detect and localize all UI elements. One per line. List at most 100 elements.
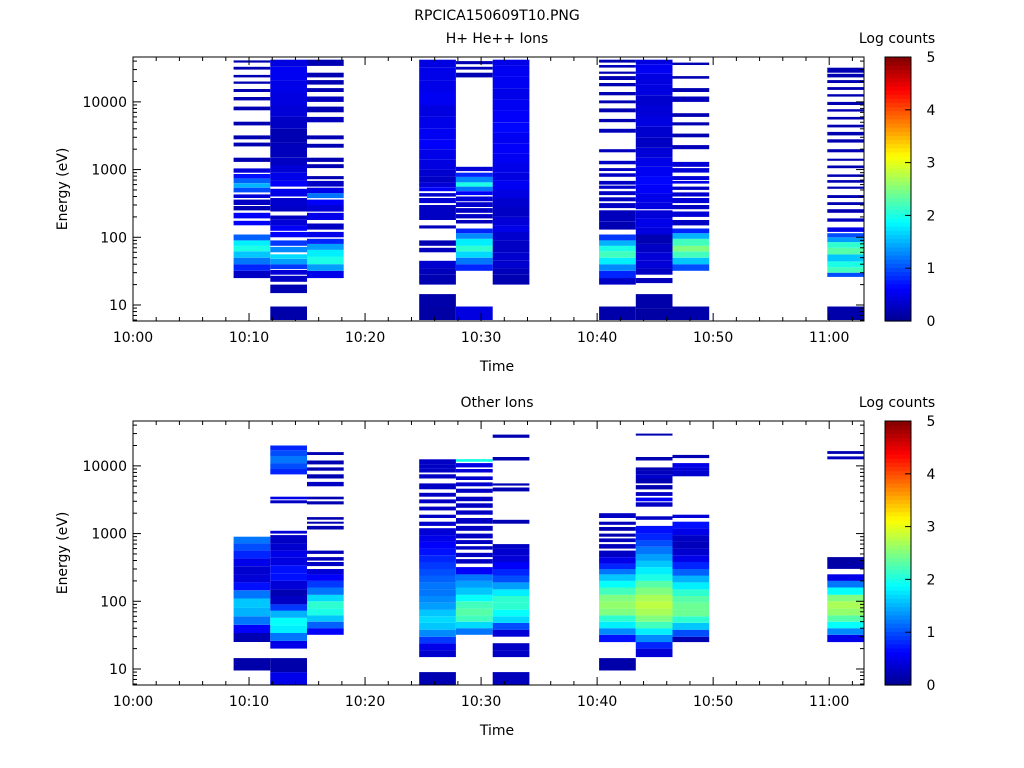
- colorbar-tick-label: 0: [927, 314, 936, 330]
- heatmap-cell: [492, 122, 530, 133]
- heatmap-cell: [827, 628, 864, 635]
- heatmap-cell: [307, 231, 344, 238]
- colorbar-segment: [885, 267, 911, 273]
- heatmap-cell: [419, 128, 456, 140]
- heatmap-cell: [492, 555, 530, 563]
- y-tick-label: 1000: [91, 527, 127, 543]
- heatmap-cell: [307, 501, 344, 505]
- heatmap-cell: [672, 205, 710, 210]
- colorbar-segment: [885, 454, 911, 459]
- heatmap-cell: [635, 243, 673, 253]
- heatmap-cell: [456, 72, 493, 78]
- heatmap-cell: [492, 198, 530, 207]
- heatmap-cell: [456, 518, 493, 524]
- heatmap-cell: [672, 306, 710, 320]
- heatmap-cell: [233, 598, 271, 608]
- colorbar-segment: [885, 213, 911, 219]
- heatmap-cell: [672, 122, 710, 126]
- heatmap-cell: [599, 197, 636, 202]
- heatmap-cell: [827, 218, 864, 222]
- heatmap-cell: [233, 135, 271, 140]
- heatmap-cell: [419, 499, 456, 504]
- heatmap-cell: [307, 116, 344, 123]
- heatmap-cell: [599, 118, 636, 123]
- heatmap-cell: [233, 212, 271, 219]
- heatmap-cell: [307, 521, 344, 524]
- heatmap-cell: [307, 628, 344, 635]
- heatmap-cell: [419, 582, 456, 590]
- colorbar-segment: [885, 312, 911, 318]
- colorbar-segment: [885, 627, 911, 632]
- heatmap-cell: [233, 582, 271, 591]
- heatmap-cell: [492, 589, 530, 596]
- colorbar-segment: [885, 123, 911, 128]
- heatmap-cell: [492, 487, 530, 492]
- colorbar-segment: [885, 250, 911, 256]
- heatmap-cell: [635, 497, 673, 502]
- heatmap-cell: [270, 157, 307, 166]
- heatmap-cell: [307, 238, 344, 244]
- heatmap-cell: [827, 124, 864, 128]
- heatmap-cell: [672, 168, 710, 173]
- heatmap-cell: [419, 260, 456, 269]
- heatmap-cell: [599, 149, 636, 153]
- heatmap-cell: [233, 543, 271, 551]
- heatmap-cell: [492, 231, 530, 241]
- heatmap-cell: [270, 496, 307, 500]
- heatmap-cell: [456, 628, 493, 635]
- heatmap-cell: [672, 88, 710, 92]
- heatmap-cell: [270, 450, 307, 456]
- heatmap-cell: [672, 76, 710, 79]
- heatmap-cell: [233, 624, 271, 633]
- heatmap-cell: [492, 172, 530, 181]
- heatmap-cell: [456, 172, 493, 177]
- colorbar-segment: [885, 160, 911, 165]
- heatmap-cell: [233, 142, 271, 147]
- heatmap-cell: [419, 182, 456, 188]
- heatmap-cell: [270, 672, 307, 685]
- heatmap-cell: [270, 264, 307, 269]
- heatmap-cell: [270, 198, 307, 207]
- colorbar-segment: [885, 271, 911, 277]
- colorbar-segment: [885, 168, 911, 174]
- colorbar-frame: [884, 420, 912, 686]
- heatmap-cell: [827, 227, 864, 232]
- heatmap-cell: [456, 496, 493, 502]
- colorbar-segment: [885, 507, 911, 513]
- colorbar-segment: [885, 536, 911, 542]
- colorbar-segment: [885, 491, 911, 496]
- heatmap-cell: [827, 67, 864, 73]
- colorbar-segment: [885, 470, 911, 476]
- heatmap-cell: [270, 284, 307, 294]
- heatmap-cell: [233, 199, 271, 205]
- heatmap-cell: [492, 190, 530, 199]
- heatmap-cell: [307, 249, 344, 257]
- colorbar-segment: [885, 90, 911, 95]
- y-tick-label: 10000: [82, 95, 127, 111]
- heatmap-cell: [270, 469, 307, 475]
- heatmap-cell: [307, 176, 344, 180]
- colorbar-tick-label: 4: [927, 103, 936, 119]
- heatmap-cell: [307, 143, 344, 148]
- x-tick-label: 10:00: [113, 330, 153, 346]
- heatmap-cell: [672, 616, 710, 623]
- heatmap-cell: [456, 580, 493, 588]
- heatmap-cell: [635, 642, 673, 649]
- heatmap-cell: [635, 193, 673, 203]
- colorbar-segment: [885, 499, 911, 505]
- colorbar-segment: [885, 652, 911, 657]
- heatmap-cell: [492, 252, 530, 261]
- heatmap-cell: [599, 264, 636, 271]
- heatmap-cell: [307, 474, 344, 479]
- figure-title: RPCICA150609T10.PNG: [414, 8, 579, 24]
- heatmap-cell: [233, 194, 271, 198]
- colorbar-segment: [885, 503, 911, 509]
- heatmap-cell: [270, 165, 307, 173]
- colorbar-segment: [885, 586, 911, 591]
- colorbar-segment: [885, 238, 911, 244]
- heatmap-cell: [599, 538, 636, 543]
- heatmap-cell: [599, 100, 636, 104]
- heatmap-cell: [599, 203, 636, 209]
- colorbar-segment: [885, 520, 911, 525]
- heatmap-cell: [827, 80, 864, 83]
